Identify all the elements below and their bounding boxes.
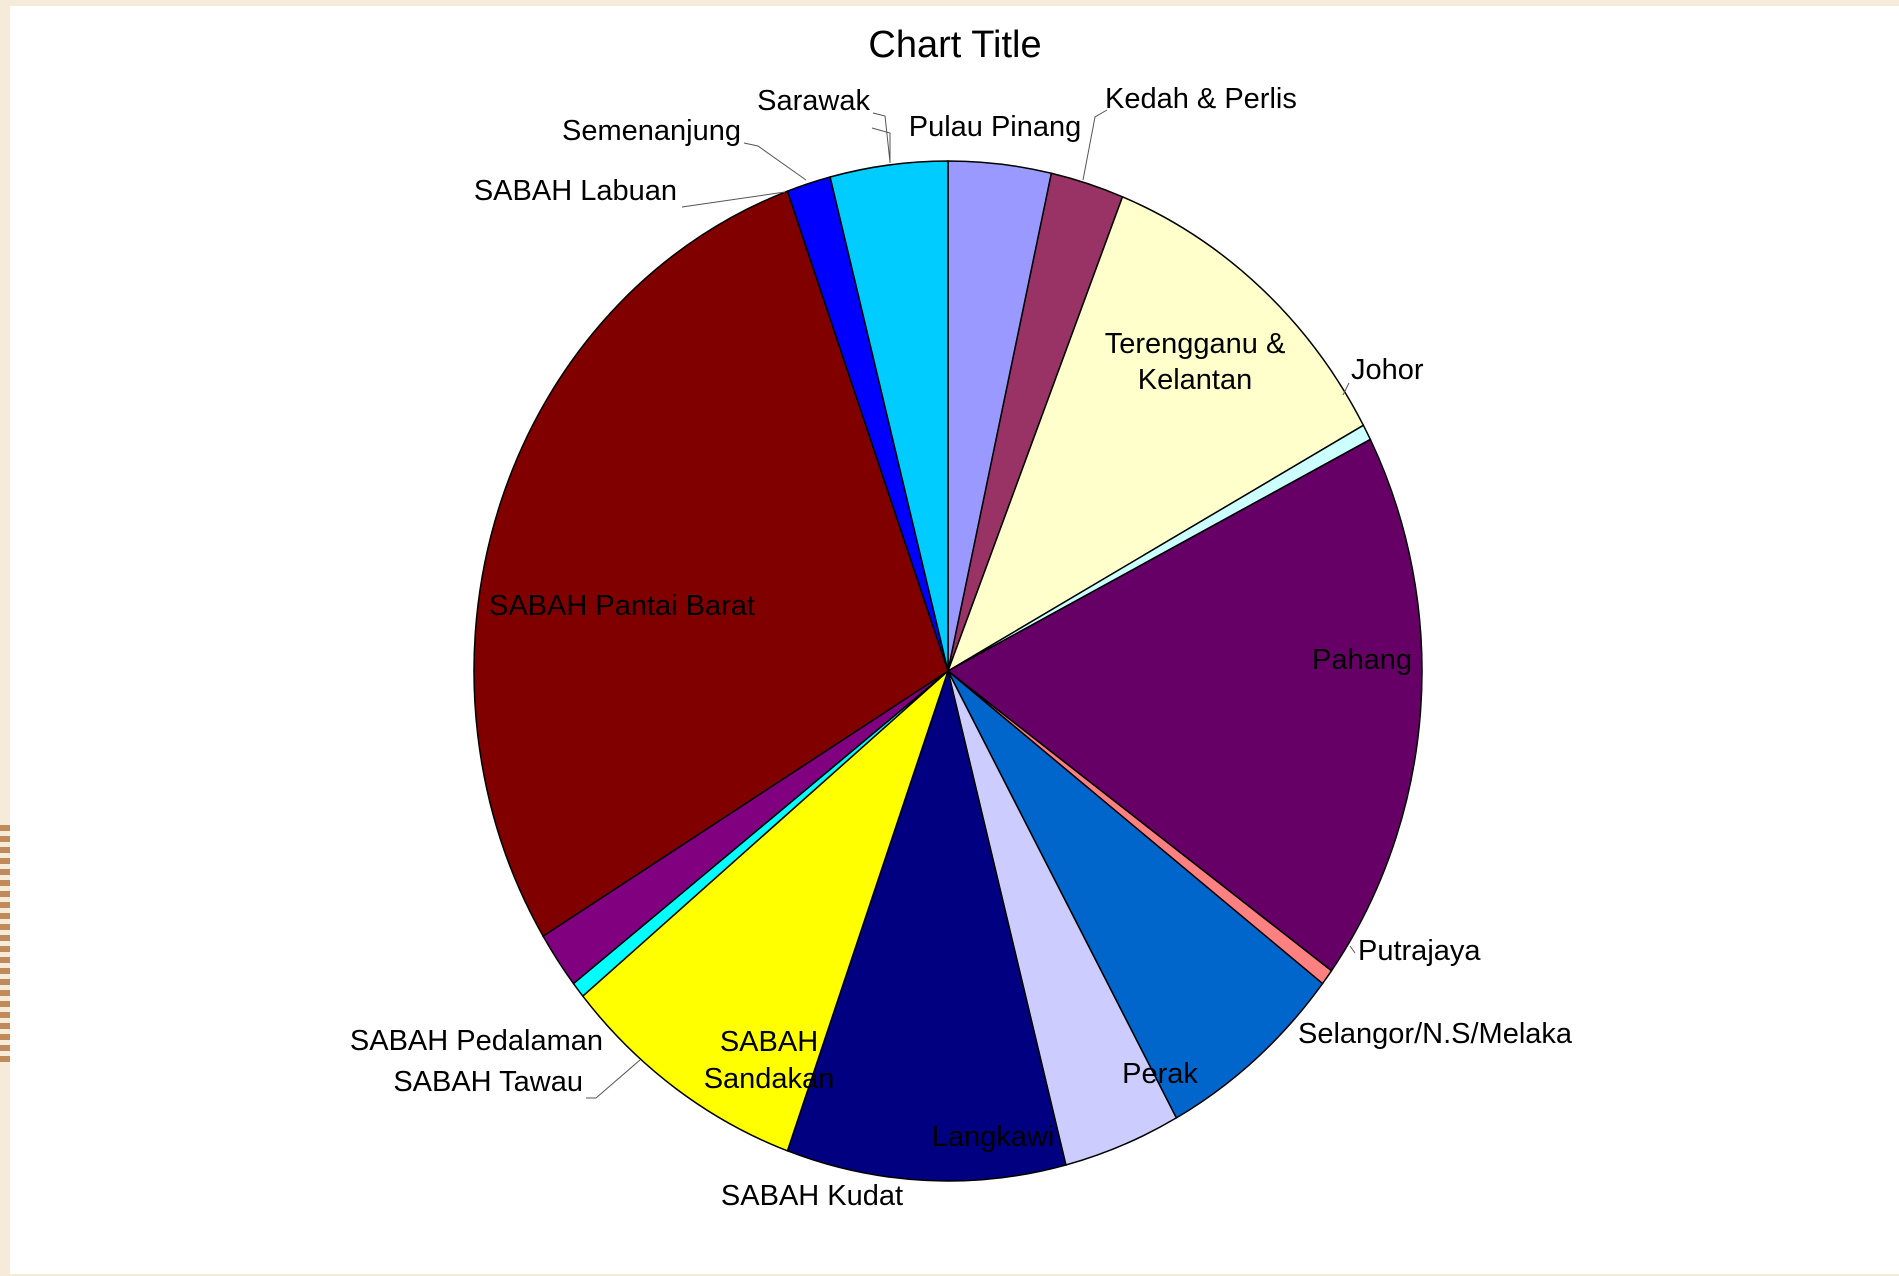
leader-line bbox=[1082, 109, 1108, 181]
decorative-stripe bbox=[0, 1001, 10, 1007]
data-label: Pulau Pinang bbox=[909, 111, 1082, 143]
decorative-stripe bbox=[0, 1034, 10, 1040]
leader-line bbox=[586, 1059, 641, 1099]
data-label: Johor bbox=[1351, 354, 1424, 386]
decorative-stripe bbox=[0, 946, 10, 952]
data-label: Langkawi bbox=[932, 1121, 1055, 1153]
data-label: Kelantan bbox=[1138, 364, 1253, 396]
data-label: Pahang bbox=[1312, 644, 1412, 676]
decorative-stripe bbox=[0, 1056, 10, 1062]
leader-line bbox=[871, 127, 891, 163]
pie-slice-sabah-kudat bbox=[581, 668, 950, 1152]
data-label: SABAH Pedalaman bbox=[350, 1025, 603, 1057]
decorative-stripe bbox=[0, 913, 10, 919]
pie-slices bbox=[473, 160, 1423, 1182]
decorative-stripe bbox=[0, 1012, 10, 1018]
decorative-stripe bbox=[0, 935, 10, 941]
decorative-stripe bbox=[0, 825, 10, 831]
decorative-stripe bbox=[0, 858, 10, 864]
data-label: Semenanjung bbox=[562, 115, 741, 147]
decorative-stripe bbox=[0, 979, 10, 985]
data-label: SABAH Kudat bbox=[721, 1180, 903, 1212]
leader-line bbox=[681, 191, 786, 208]
pie-slice-selangor-n-s-melaka bbox=[947, 670, 1324, 1119]
leader-line bbox=[743, 142, 807, 181]
leader-line bbox=[1349, 945, 1356, 954]
data-labels: Pulau Pinang Kedah & Perlis Terengganu & Ke… bbox=[350, 83, 1573, 1212]
decorative-stripe bbox=[0, 957, 10, 963]
data-label: Sarawak bbox=[757, 85, 870, 117]
pie-slice-pahang bbox=[946, 438, 1423, 972]
decorative-stripe bbox=[0, 924, 10, 930]
data-label: SABAH Tawau bbox=[393, 1066, 583, 1098]
decorative-stripe bbox=[0, 891, 10, 897]
decorative-stripe bbox=[0, 836, 10, 842]
decorative-stripe bbox=[0, 968, 10, 974]
pie-slice-sabah-pantai-barat bbox=[473, 190, 949, 938]
data-label: SABAH bbox=[720, 1026, 818, 1058]
data-label: SABAH Labuan bbox=[474, 175, 677, 207]
data-label: Putrajaya bbox=[1358, 935, 1481, 967]
pie-slice-terengganu-kelantan bbox=[946, 195, 1365, 673]
decorative-stripe bbox=[0, 869, 10, 875]
pie-slice-sarawak bbox=[829, 160, 949, 672]
data-label: SABAH Pantai Barat bbox=[489, 590, 755, 622]
decorative-stripe bbox=[0, 990, 10, 996]
data-label: Terengganu & bbox=[1105, 328, 1286, 360]
decorative-stripe bbox=[0, 880, 10, 886]
data-label: Perak bbox=[1122, 1058, 1198, 1090]
data-label: Kedah & Perlis bbox=[1105, 83, 1297, 115]
decorative-stripe bbox=[0, 1045, 10, 1051]
decorative-stripe bbox=[0, 902, 10, 908]
data-label: Selangor/N.S/Melaka bbox=[1298, 1018, 1573, 1050]
decorative-stripe bbox=[0, 847, 10, 853]
pie-slice-langkawi bbox=[786, 668, 1067, 1182]
leader-lines bbox=[586, 109, 1356, 1099]
data-label: Sandakan bbox=[704, 1063, 835, 1095]
leader-line bbox=[1342, 382, 1350, 396]
chart-title: Chart Title bbox=[868, 24, 1041, 66]
decorative-stripe bbox=[0, 1023, 10, 1029]
decorative-stripes bbox=[0, 825, 10, 1062]
leader-line bbox=[872, 112, 891, 163]
